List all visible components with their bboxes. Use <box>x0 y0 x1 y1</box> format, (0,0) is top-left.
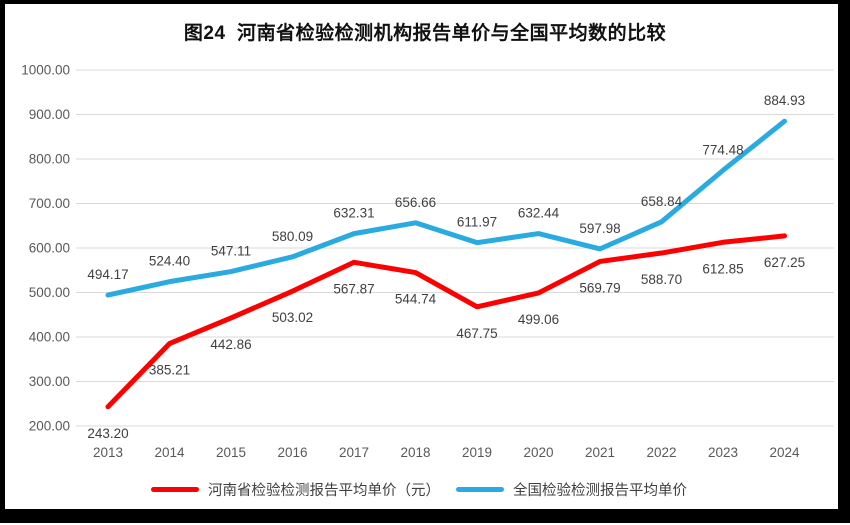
legend-item-henan: 河南省检验检测报告平均单价（元） <box>151 479 440 500</box>
x-axis-tick-label: 2021 <box>585 445 615 460</box>
x-axis-tick-label: 2020 <box>523 445 553 460</box>
legend-swatch-national-line <box>456 486 504 492</box>
y-axis-tick-label: 800.00 <box>29 152 70 167</box>
y-axis-tick-label: 400.00 <box>29 330 70 345</box>
y-axis-tick-label: 1000.00 <box>21 63 70 78</box>
y-axis-tick-label: 300.00 <box>29 374 70 389</box>
y-axis-tick-label: 500.00 <box>29 285 70 300</box>
x-axis-tick-label: 2013 <box>93 445 123 460</box>
data-label: 524.40 <box>149 254 190 269</box>
data-label: 499.06 <box>518 312 559 327</box>
x-axis-tick-label: 2017 <box>339 445 369 460</box>
data-label: 547.11 <box>211 244 251 259</box>
x-axis-tick-label: 2016 <box>277 445 307 460</box>
x-axis-tick-label: 2022 <box>646 445 676 460</box>
data-label: 627.25 <box>764 255 805 270</box>
data-label: 774.48 <box>702 142 743 157</box>
data-label: 597.98 <box>579 221 620 236</box>
x-axis-tick-label: 2024 <box>769 445 800 460</box>
x-axis-tick-label: 2018 <box>400 445 430 460</box>
y-axis-tick-label: 600.00 <box>29 241 70 256</box>
data-label: 611.97 <box>457 215 497 230</box>
x-axis-tick-label: 2019 <box>462 445 492 460</box>
data-label: 494.17 <box>87 267 128 282</box>
y-axis-tick-label: 700.00 <box>29 196 70 211</box>
frame-border-left <box>0 0 5 523</box>
data-label: 243.20 <box>87 426 128 441</box>
legend-label-national: 全国检验检测报告平均单价 <box>513 482 687 499</box>
legend-item-national: 全国检验检测报告平均单价 <box>456 479 687 500</box>
data-label: 442.86 <box>210 337 251 352</box>
x-axis-tick-label: 2014 <box>154 445 185 460</box>
data-label: 658.84 <box>641 194 683 209</box>
data-label: 567.87 <box>333 281 374 296</box>
data-label: 569.79 <box>579 280 620 295</box>
data-label: 588.70 <box>641 272 682 287</box>
data-label: 385.21 <box>149 363 190 378</box>
legend-label-henan: 河南省检验检测报告平均单价（元） <box>208 482 440 499</box>
data-label: 503.02 <box>272 310 313 325</box>
frame-border-bottom <box>0 509 850 523</box>
data-label: 632.31 <box>333 206 374 221</box>
frame-border-right <box>838 0 850 523</box>
data-label: 544.74 <box>395 292 437 307</box>
henan-series-line <box>105 233 787 410</box>
data-label: 612.85 <box>702 261 743 276</box>
data-label: 580.09 <box>272 229 313 244</box>
data-label: 884.93 <box>764 93 805 108</box>
national-series-line <box>105 118 787 298</box>
x-axis-tick-label: 2015 <box>216 445 246 460</box>
legend: 河南省检验检测报告平均单价（元） 全国检验检测报告平均单价 <box>0 477 838 501</box>
y-axis-tick-label: 200.00 <box>29 419 70 434</box>
y-axis-tick-label: 900.00 <box>29 107 70 122</box>
data-label: 467.75 <box>456 326 497 341</box>
chart-title: 图24 河南省检验检测机构报告单价与全国平均数的比较 <box>183 23 667 44</box>
data-label: 656.66 <box>395 195 436 210</box>
data-label: 632.44 <box>518 206 560 221</box>
frame-border-top <box>0 0 850 4</box>
legend-swatch-henan-line <box>151 486 199 492</box>
x-axis-tick-label: 2023 <box>708 445 738 460</box>
